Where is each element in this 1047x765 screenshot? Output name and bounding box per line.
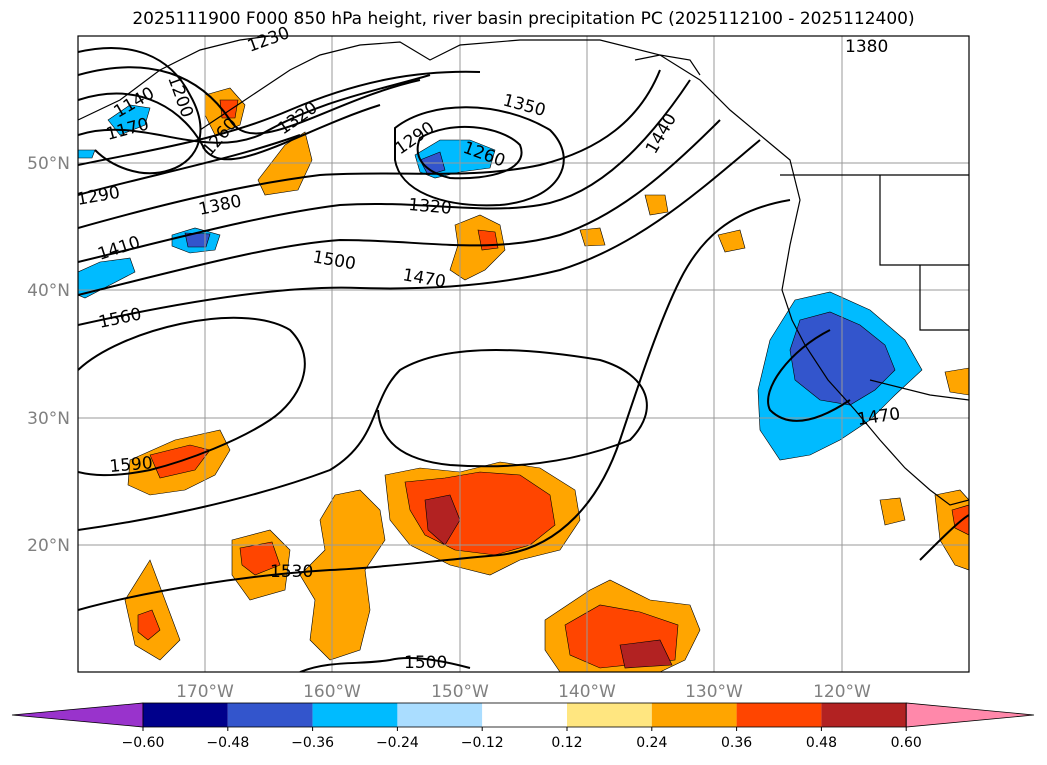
map-area: [78, 36, 969, 672]
colorbar-extend-high: [905, 702, 1035, 728]
lon-label: 140°W: [558, 682, 616, 702]
colorbar-tick-label: 0.60: [891, 735, 922, 751]
contour-label: 1320: [408, 195, 453, 219]
contour-label: 1380: [845, 37, 888, 57]
lon-label: 160°W: [303, 682, 361, 702]
colorbar-swatch: [143, 703, 228, 727]
colorbar-swatch: [821, 703, 907, 727]
colorbar-tick-label: 0.12: [551, 735, 582, 751]
contour-label: 1500: [404, 653, 447, 673]
contour-label: 1530: [270, 562, 313, 582]
lon-label: 130°W: [685, 682, 743, 702]
colorbar: −0.60 −0.48 −0.36 −0.24 −0.12 0.12 0.24 0.36 0.4…: [11, 702, 1035, 751]
colorbar-swatch: [397, 703, 483, 727]
latitude-labels: 50°N 40°N 30°N 20°N: [27, 154, 70, 556]
colorbar-swatch: [736, 703, 822, 727]
colorbar-swatch: [567, 703, 652, 727]
colorbar-swatch: [651, 703, 737, 727]
colorbar-swatch: [482, 703, 567, 727]
lat-label: 30°N: [27, 409, 70, 429]
colorbar-tick-label: −0.24: [376, 735, 419, 751]
colorbar-swatch: [312, 703, 398, 727]
height-contours: [78, 47, 969, 672]
colorbar-tick-label: −0.36: [291, 735, 334, 751]
contour-label: 1590: [109, 453, 154, 477]
lat-label: 40°N: [27, 281, 70, 301]
map-title: 2025111900 F000 850 hPa height, river ba…: [132, 9, 915, 29]
colorbar-tick-label: −0.48: [206, 735, 249, 751]
colorbar-tick-label: 0.48: [806, 735, 837, 751]
colorbar-tick-label: 0.24: [636, 735, 667, 751]
map-frame: [77, 35, 970, 673]
lat-label: 50°N: [27, 154, 70, 174]
lon-label: 120°W: [813, 682, 871, 702]
graticule: [78, 36, 969, 672]
longitude-labels: 170°W 160°W 150°W 140°W 130°W 120°W: [176, 682, 871, 702]
colorbar-tick-label: 0.36: [721, 735, 752, 751]
coastlines: [78, 36, 969, 506]
colorbar-tick-label: −0.12: [461, 735, 504, 751]
lon-label: 150°W: [431, 682, 489, 702]
colorbar-tick-label: −0.60: [122, 735, 165, 751]
colorbar-frame: [142, 702, 907, 728]
lon-label: 170°W: [176, 682, 234, 702]
colorbar-extend-low: [11, 702, 144, 728]
colorbar-swatch: [227, 703, 313, 727]
lat-label: 20°N: [27, 536, 70, 556]
